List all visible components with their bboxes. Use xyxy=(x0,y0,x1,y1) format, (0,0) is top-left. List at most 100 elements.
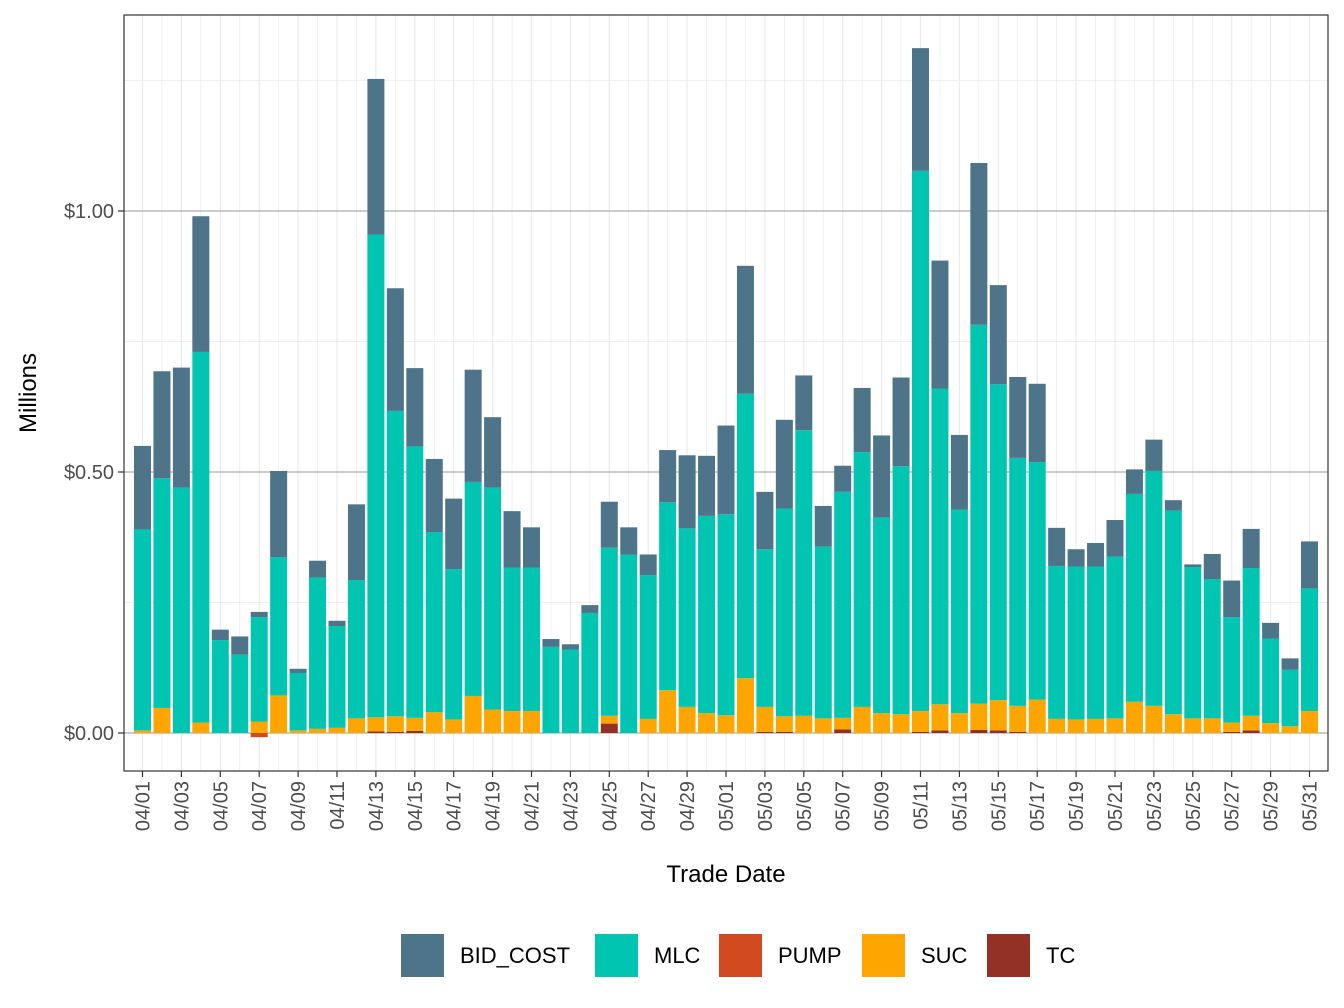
bar-segment-mlc-04-10 xyxy=(309,577,327,729)
bar-segment-bid-cost-05-12 xyxy=(931,260,949,389)
bar-segment-bid-cost-05-17 xyxy=(1028,383,1046,463)
bar-segment-mlc-05-28 xyxy=(1242,568,1260,716)
bar-segment-bid-cost-04-22 xyxy=(542,639,560,647)
bar-segment-mlc-05-09 xyxy=(873,517,891,714)
bar-segment-bid-cost-05-14 xyxy=(970,162,988,325)
bar-segment-suc-05-25 xyxy=(1184,718,1202,733)
bar-segment-suc-04-02 xyxy=(153,707,171,733)
bar-segment-suc-04-15 xyxy=(406,717,424,731)
bar-segment-mlc-05-21 xyxy=(1106,556,1124,719)
bar-segment-bid-cost-05-04 xyxy=(775,419,793,509)
bar-segment-suc-04-12 xyxy=(347,718,365,733)
x-tick-label: 04/17 xyxy=(444,781,466,831)
x-tick-label: 05/05 xyxy=(794,781,816,831)
bar-segment-bid-cost-04-20 xyxy=(503,511,521,568)
x-tick-label: 04/01 xyxy=(133,781,155,831)
x-tick-label: 04/25 xyxy=(599,781,621,831)
bar-segment-suc-05-08 xyxy=(853,706,871,733)
bar-segment-bid-cost-05-08 xyxy=(853,387,871,453)
bar-segment-mlc-04-07 xyxy=(250,617,268,722)
bar-segment-mlc-04-03 xyxy=(172,487,190,733)
bar-segment-suc-05-02 xyxy=(736,678,754,733)
bar-segment-mlc-04-14 xyxy=(386,410,404,717)
x-tick-label: 04/09 xyxy=(288,781,310,831)
bar-segment-bid-cost-05-25 xyxy=(1184,564,1202,568)
bar-segment-bid-cost-05-11 xyxy=(912,48,929,171)
x-tick-label: 05/03 xyxy=(755,781,777,831)
bar-segment-suc-05-19 xyxy=(1067,719,1085,733)
bar-segment-suc-05-14 xyxy=(970,703,988,730)
bar-segment-suc-05-28 xyxy=(1242,715,1260,731)
bar-segment-suc-05-26 xyxy=(1203,718,1221,733)
x-tick-label: 05/21 xyxy=(1105,781,1127,831)
x-tick-label: 04/05 xyxy=(210,781,232,831)
y-tick-label: $0.50 xyxy=(64,462,114,484)
bar-segment-tc-05-27 xyxy=(1223,731,1241,733)
y-tick-label: $1.00 xyxy=(64,201,114,223)
bar-segment-mlc-05-01 xyxy=(717,514,735,716)
bar-segment-bid-cost-04-27 xyxy=(639,554,657,576)
bar-segment-suc-05-05 xyxy=(795,715,813,733)
bar-segment-mlc-05-20 xyxy=(1087,566,1105,719)
bar-segment-bid-cost-04-11 xyxy=(328,620,346,626)
bar-segment-mlc-05-03 xyxy=(756,549,774,707)
bar-segment-mlc-05-13 xyxy=(950,509,968,714)
bar-segment-mlc-04-17 xyxy=(445,569,463,720)
bar-segment-bid-cost-05-09 xyxy=(873,435,891,518)
bar-segment-mlc-04-09 xyxy=(289,672,307,731)
bar-segment-bid-cost-04-18 xyxy=(464,369,482,482)
bar-segment-suc-04-28 xyxy=(659,690,677,733)
bar-segment-suc-04-20 xyxy=(503,711,521,733)
bar-segment-pump-04-07 xyxy=(250,733,268,738)
bar-segment-bid-cost-04-25 xyxy=(600,501,618,548)
bar-segment-bid-cost-04-03 xyxy=(172,367,190,488)
x-tick-label: 05/13 xyxy=(949,781,971,831)
bar-segment-suc-05-20 xyxy=(1087,718,1105,733)
bar-segment-mlc-05-22 xyxy=(1125,493,1143,702)
bar-segment-bid-cost-04-29 xyxy=(678,455,696,529)
bar-segment-mlc-04-06 xyxy=(231,654,249,733)
legend-key-pump xyxy=(719,934,762,977)
x-tick-label: 05/01 xyxy=(716,781,738,831)
bar-segment-bid-cost-04-05 xyxy=(211,629,229,641)
x-tick-label: 05/09 xyxy=(872,781,894,831)
legend-key-tc xyxy=(987,934,1030,977)
bar-segment-bid-cost-05-24 xyxy=(1164,500,1182,511)
bar-segment-mlc-05-27 xyxy=(1223,617,1241,723)
x-tick-label: 04/27 xyxy=(638,781,660,831)
bar-segment-mlc-04-05 xyxy=(211,640,229,733)
bar-segment-mlc-04-15 xyxy=(406,446,424,718)
bar-segment-suc-05-21 xyxy=(1106,718,1124,733)
bar-segment-mlc-04-30 xyxy=(698,515,716,714)
bar-segment-bid-cost-05-13 xyxy=(950,434,968,510)
bar-segment-bid-cost-05-22 xyxy=(1125,469,1143,494)
bar-segment-bid-cost-05-01 xyxy=(717,425,735,515)
bar-segment-tc-05-04 xyxy=(775,731,793,733)
x-tick-label: 04/23 xyxy=(560,781,582,831)
bar-segment-bid-cost-04-23 xyxy=(561,644,579,650)
bar-segment-tc-05-14 xyxy=(970,729,988,733)
bar-segment-suc-04-14 xyxy=(386,716,404,732)
x-tick-label: 05/11 xyxy=(911,781,933,830)
bar-segment-mlc-05-07 xyxy=(834,491,852,718)
bar-segment-tc-04-15 xyxy=(406,730,424,733)
bar-segment-suc-05-31 xyxy=(1301,711,1318,733)
bar-segment-bid-cost-05-21 xyxy=(1106,520,1124,557)
bar-segment-tc-05-03 xyxy=(756,731,774,733)
bar-segment-suc-05-11 xyxy=(912,711,929,732)
bar-segment-mlc-05-18 xyxy=(1048,565,1066,719)
bar-segment-mlc-04-21 xyxy=(523,567,540,712)
bar-segment-mlc-05-06 xyxy=(814,546,832,719)
bar-segment-bid-cost-04-02 xyxy=(153,371,171,479)
bar-segment-mlc-04-12 xyxy=(347,580,365,719)
bar-segment-mlc-04-16 xyxy=(425,532,443,713)
bar-segment-tc-04-13 xyxy=(367,731,385,733)
x-tick-label: 04/29 xyxy=(677,781,699,831)
legend-key-suc xyxy=(862,934,905,977)
x-tick-label: 05/15 xyxy=(988,781,1010,831)
bar-segment-bid-cost-04-26 xyxy=(620,527,638,555)
bar-segment-mlc-05-17 xyxy=(1028,462,1046,700)
bar-segment-bid-cost-04-06 xyxy=(231,636,249,655)
bar-segment-tc-05-15 xyxy=(989,730,1007,733)
